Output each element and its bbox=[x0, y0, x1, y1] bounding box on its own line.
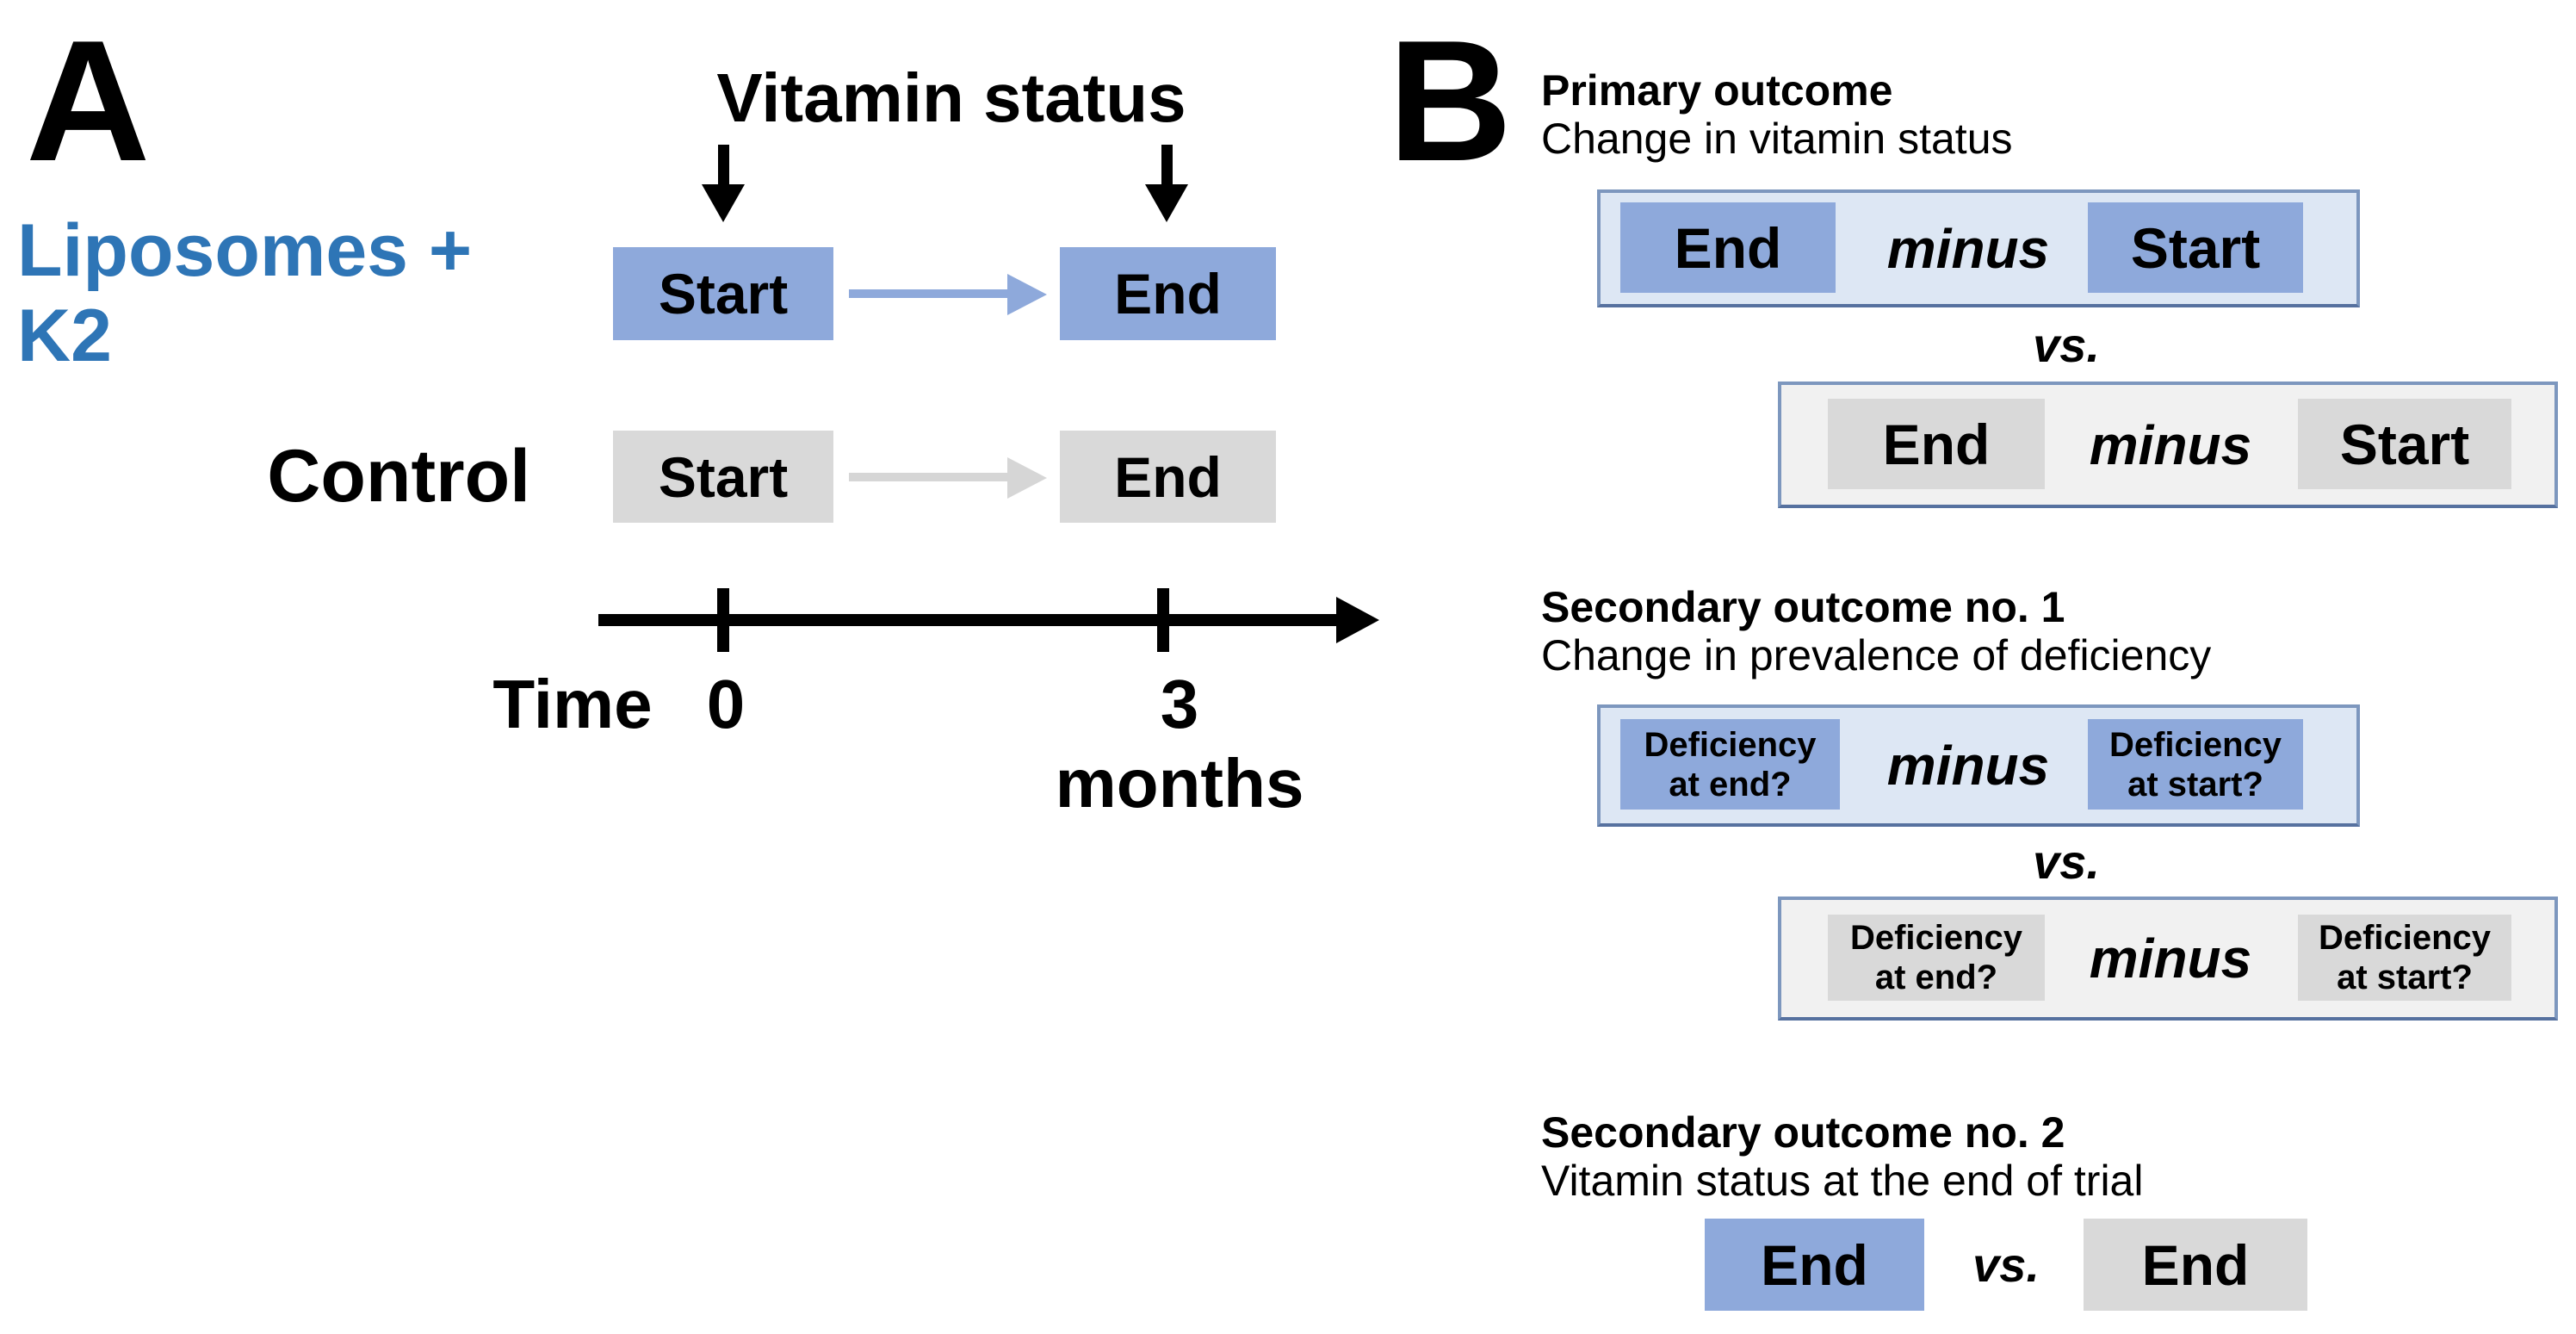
time-axis-arrowhead-icon bbox=[1336, 597, 1379, 643]
deficiency-line2: at start? bbox=[2337, 959, 2473, 996]
time-axis-value-0: 0 bbox=[706, 666, 746, 742]
time-axis-tick-0 bbox=[717, 588, 729, 652]
treatment-start-box: Start bbox=[613, 247, 833, 340]
secondary2-treatment-end-box: End bbox=[1705, 1219, 1924, 1311]
time-axis-label: Time bbox=[492, 666, 653, 742]
primary-outcome-title: Primary outcome bbox=[1541, 66, 1893, 115]
primary-outcome-subtitle: Change in vitamin status bbox=[1541, 115, 2013, 163]
primary-vs-label: vs. bbox=[2033, 317, 2100, 372]
secondary1-control-deficiency-end-box: Deficiency at end? bbox=[1828, 915, 2045, 1001]
primary-treatment-container: End minus Start bbox=[1597, 189, 2360, 307]
measure-arrow-left-shaft bbox=[718, 145, 729, 188]
deficiency-line1: Deficiency bbox=[2318, 919, 2492, 957]
secondary1-treatment-deficiency-end-box: Deficiency at end? bbox=[1620, 719, 1840, 810]
panel-a: A Vitamin status Liposomes + K2 Start En… bbox=[17, 5, 1379, 822]
measure-arrow-right-shaft bbox=[1161, 145, 1173, 188]
group-label-control: Control bbox=[267, 435, 530, 518]
secondary1-control-deficiency-start-box: Deficiency at start? bbox=[2298, 915, 2511, 1001]
vitamin-status-annotation: Vitamin status bbox=[716, 59, 1186, 136]
secondary2-subtitle: Vitamin status at the end of trial bbox=[1541, 1157, 2144, 1205]
deficiency-line2: at start? bbox=[2127, 765, 2263, 804]
treatment-end-box: End bbox=[1060, 247, 1276, 340]
secondary1-vs-row: vs. bbox=[1980, 835, 2152, 889]
primary-control-end-box: End bbox=[1828, 399, 2045, 489]
time-axis-tick-3months bbox=[1157, 588, 1169, 652]
secondary1-title: Secondary outcome no. 1 bbox=[1541, 583, 2065, 631]
primary-control-container: End minus Start bbox=[1778, 382, 2558, 508]
deficiency-line2: at end? bbox=[1669, 765, 1792, 804]
control-end-box: End bbox=[1060, 431, 1276, 523]
panel-b-label: B bbox=[1388, 5, 1513, 197]
secondary1-vs-label: vs. bbox=[2033, 834, 2100, 889]
control-start-box: Start bbox=[613, 431, 833, 523]
time-axis-value-3months: 3 months bbox=[1055, 666, 1304, 822]
secondary1-treatment-minus: minus bbox=[1886, 735, 2050, 797]
secondary1-control-container: Deficiency at end? minus Deficiency at s… bbox=[1778, 897, 2558, 1021]
panel-a-label: A bbox=[26, 5, 151, 197]
deficiency-line1: Deficiency bbox=[1644, 725, 1817, 764]
secondary1-treatment-container: Deficiency at end? minus Deficiency at s… bbox=[1597, 704, 2360, 827]
secondary2-title: Secondary outcome no. 2 bbox=[1541, 1108, 2065, 1157]
primary-treatment-end-box: End bbox=[1620, 202, 1836, 293]
secondary2-vs-row: vs. bbox=[1929, 1219, 2084, 1311]
secondary2-vs-label: vs. bbox=[1972, 1238, 2040, 1292]
primary-treatment-minus: minus bbox=[1886, 217, 2050, 280]
secondary2-control-end-box: End bbox=[2084, 1219, 2307, 1311]
measure-arrow-left-icon bbox=[702, 184, 745, 222]
time-axis-line bbox=[598, 614, 1339, 626]
secondary1-subtitle: Change in prevalence of deficiency bbox=[1541, 631, 2212, 679]
primary-treatment-start-box: Start bbox=[2088, 202, 2303, 293]
deficiency-line1: Deficiency bbox=[2108, 725, 2282, 764]
secondary1-treatment-deficiency-start-box: Deficiency at start? bbox=[2088, 719, 2303, 810]
primary-vs-row: vs. bbox=[1980, 318, 2152, 372]
deficiency-line1: Deficiency bbox=[1849, 919, 2023, 957]
primary-control-minus: minus bbox=[2089, 413, 2252, 476]
measure-arrow-right-icon bbox=[1145, 184, 1188, 222]
deficiency-line2: at end? bbox=[1874, 959, 1998, 996]
primary-control-start-box: Start bbox=[2298, 399, 2511, 489]
secondary1-control-minus: minus bbox=[2089, 928, 2252, 990]
